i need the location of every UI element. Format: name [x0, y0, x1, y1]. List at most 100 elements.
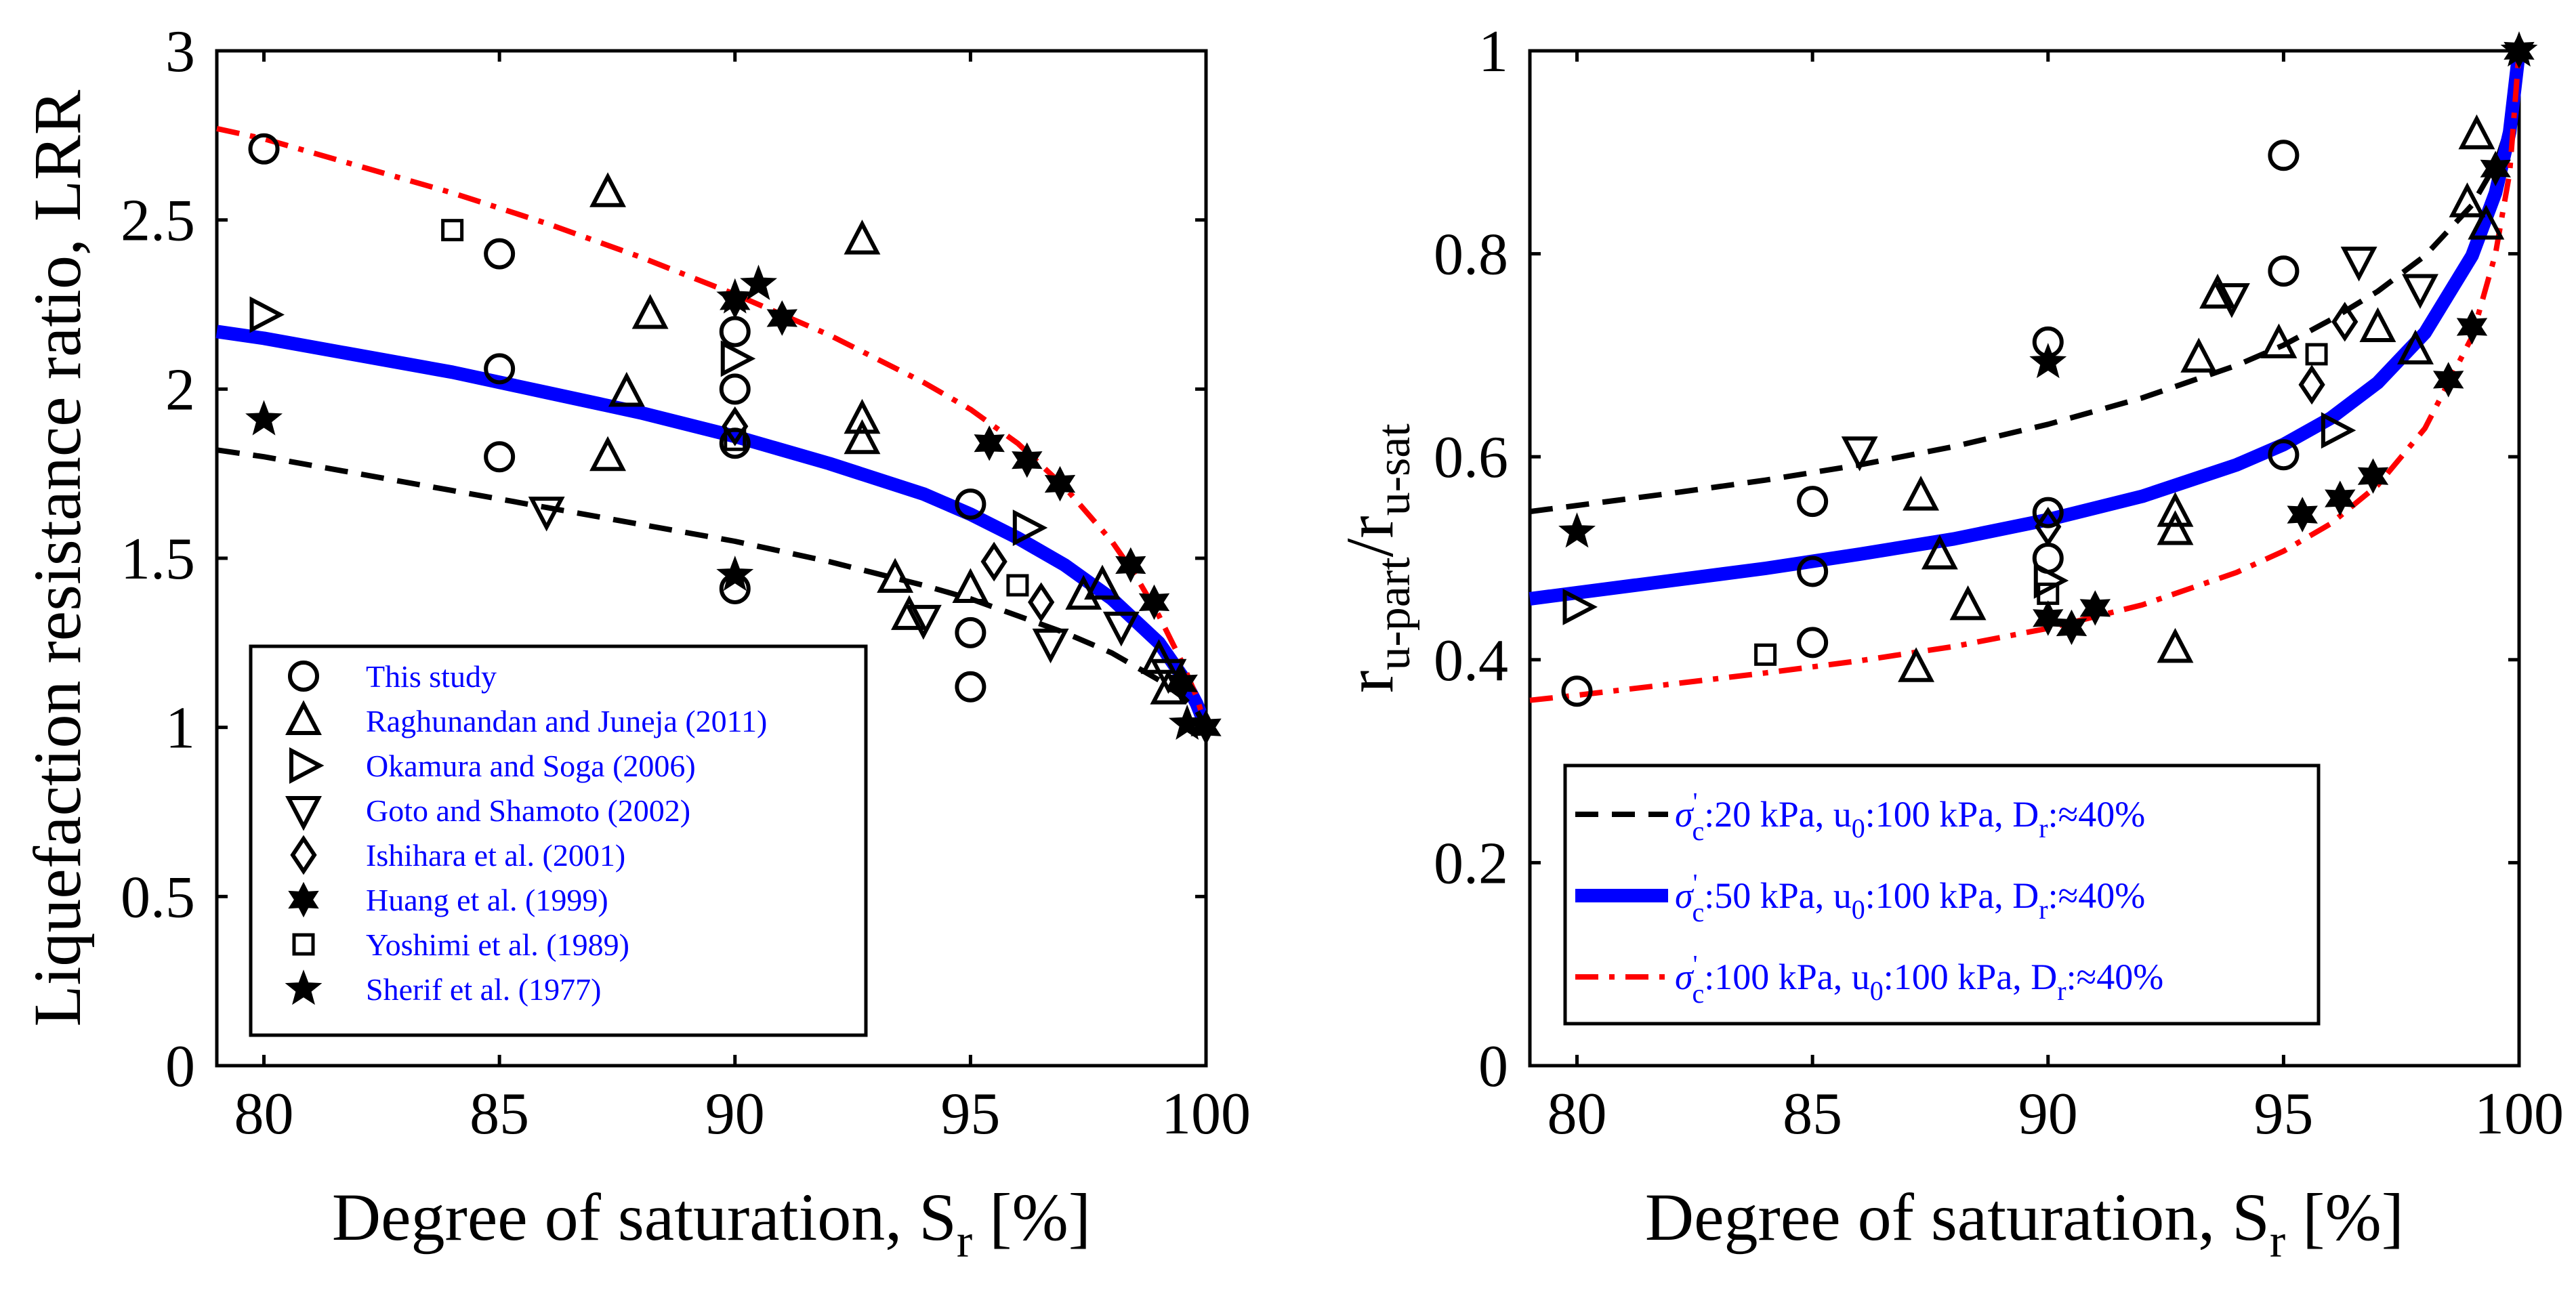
x-tick-label: 100 [2474, 1081, 2564, 1147]
data-point [2037, 582, 2060, 605]
y-tick-label: 0.5 [121, 864, 195, 930]
data-point [2268, 439, 2300, 471]
legend-label: Huang et al. (1999) [366, 883, 608, 917]
left-legend: This study Raghunandan and Juneja (2011) O… [249, 644, 868, 1037]
data-point [484, 441, 516, 473]
data-point [955, 616, 986, 648]
right-ticks: 80 85 90 95 100 0 0.2 0.4 0.6 0.8 1 [1434, 19, 2564, 1147]
series-triangle-right [249, 296, 1048, 547]
right-legend-box [1563, 764, 2321, 1026]
y-tick-label: 0.8 [1434, 222, 1508, 288]
series-diamond [2035, 301, 2359, 547]
data-point [1921, 535, 1958, 570]
curve-sigma50 [1529, 49, 2526, 606]
legend-label: σ' c:50 kPa, u0:100 kPa, Dr:≈40% [1675, 869, 2145, 927]
right-x-axis-label: Degree of saturation, Sr [%] [1645, 1179, 2404, 1268]
data-point [955, 488, 986, 520]
legend-marker [289, 747, 325, 784]
data-point [1561, 675, 1593, 707]
y-tick-label: 2.5 [121, 188, 195, 254]
data-point [905, 604, 942, 640]
curve-sigma100 [1529, 50, 2522, 703]
data-point [2456, 309, 2488, 345]
curve-sigma20 [1529, 50, 2522, 515]
series-triangle-down [1841, 247, 2438, 472]
data-point [2480, 150, 2511, 187]
left-chart: 80 85 90 95 100 0 0.5 1 1.5 2 2.5 3 Degree of satur… [20, 19, 1251, 1268]
data-point [1012, 509, 1048, 547]
data-point [1138, 584, 1170, 621]
data-point [528, 497, 565, 532]
x-tick-label: 95 [2253, 1081, 2313, 1147]
legend-marker [292, 933, 315, 956]
legend-label: Sherif et al. (1977) [366, 972, 601, 1007]
right-y-axis-label: ru-part/ru-sat [1332, 423, 1420, 693]
y-tick-label: 0 [165, 1034, 195, 1100]
y-tick-label: 1 [1478, 19, 1508, 85]
data-point [2331, 301, 2359, 342]
x-tick-label: 95 [940, 1081, 1000, 1147]
legend-marker [290, 835, 317, 875]
legend-label: Goto and Shamoto (2002) [366, 793, 690, 828]
legend-marker [288, 881, 319, 918]
left-ticks: 80 85 90 95 100 0 0.5 1 1.5 2 2.5 3 [121, 19, 1251, 1147]
right-chart: 80 85 90 95 100 0 0.2 0.4 0.6 0.8 1 Degree of satu… [1332, 19, 2564, 1268]
data-point [2199, 274, 2237, 309]
data-point [2157, 627, 2194, 663]
data-point [952, 568, 989, 603]
y-tick-label: 1.5 [121, 526, 195, 592]
data-point [2468, 205, 2505, 240]
data-point [844, 419, 881, 455]
series-square [441, 219, 1029, 597]
x-tick-label: 80 [234, 1081, 294, 1147]
data-point [1006, 574, 1029, 597]
data-point [2340, 247, 2377, 282]
data-point [2033, 562, 2069, 599]
data-point [980, 541, 1007, 582]
y-tick-label: 0.4 [1434, 628, 1508, 694]
data-point [716, 278, 754, 314]
data-point [2325, 480, 2356, 516]
legend-label: Okamura and Soga (2006) [366, 749, 696, 783]
data-point [2213, 283, 2250, 318]
series-triangle-down [528, 497, 1187, 694]
x-tick-label: 90 [705, 1081, 765, 1147]
series-circle [248, 133, 986, 703]
data-point [1168, 704, 1206, 740]
data-point [2357, 458, 2389, 494]
data-point [2180, 337, 2218, 373]
data-point [2157, 492, 2194, 527]
y-tick-label: 3 [165, 19, 195, 85]
data-point [2397, 329, 2434, 364]
series-diamond [722, 406, 1055, 623]
x-tick-label: 85 [470, 1081, 529, 1147]
legend-label: Yoshimi et al. (1989) [366, 927, 629, 962]
data-point [1044, 465, 1076, 502]
data-point [2079, 590, 2111, 626]
data-point [891, 595, 928, 630]
data-point [955, 671, 986, 703]
data-point [2157, 510, 2194, 545]
data-point [1797, 627, 1829, 659]
data-point [720, 340, 756, 377]
y-tick-label: 0 [1478, 1034, 1508, 1100]
data-point [484, 238, 516, 270]
legend-marker [285, 700, 322, 735]
data-point [877, 558, 914, 593]
series-triangle-up [589, 172, 1187, 705]
y-tick-label: 0.2 [1434, 831, 1508, 896]
data-point [2287, 497, 2318, 532]
data-point [2032, 497, 2064, 528]
x-tick-label: 90 [2018, 1081, 2078, 1147]
data-point [1028, 582, 1055, 623]
data-point [740, 264, 777, 300]
data-point [1841, 436, 1878, 472]
data-point [2359, 307, 2396, 342]
data-point [245, 400, 283, 436]
legend-label: Raghunandan and Juneja (2011) [366, 704, 767, 738]
data-point [1115, 547, 1146, 583]
x-tick-label: 100 [1161, 1081, 1251, 1147]
left-y-axis-label: Liquefaction resistance ratio, LRR [20, 89, 95, 1026]
legend-marker [285, 969, 323, 1005]
